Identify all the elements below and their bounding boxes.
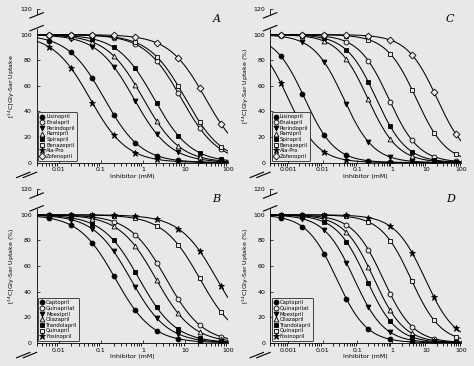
Bar bbox=[14, 15, 40, 28]
X-axis label: Inhibitor (mM): Inhibitor (mM) bbox=[110, 354, 155, 359]
Bar bbox=[17, 171, 30, 179]
Text: C: C bbox=[446, 14, 455, 23]
Legend: Lisinopril, Enalapril, Perindopril, Ramipril, Spirapril, Benazepril, Ala-Pro, Zo: Lisinopril, Enalapril, Perindopril, Rami… bbox=[38, 112, 77, 161]
Bar bbox=[250, 351, 264, 359]
Bar bbox=[14, 195, 40, 208]
X-axis label: Inhibitor (mM): Inhibitor (mM) bbox=[343, 174, 388, 179]
Y-axis label: $[^{14}$C$]$Gly-Sar Uptake (%): $[^{14}$C$]$Gly-Sar Uptake (%) bbox=[7, 228, 17, 304]
Bar bbox=[17, 351, 30, 359]
Legend: Lisinopril, Enalapril, Perindopril, Ramipril, Spirapril, Benazepril, Ala-Pro, Zo: Lisinopril, Enalapril, Perindopril, Rami… bbox=[272, 112, 310, 161]
Y-axis label: $[^{14}$C$]$Gly-Sar Uptake: $[^{14}$C$]$Gly-Sar Uptake bbox=[7, 54, 17, 118]
Text: D: D bbox=[446, 194, 455, 204]
Text: B: B bbox=[212, 194, 220, 204]
Y-axis label: $[^{14}$C$]$Gly-Sar Uptake (%): $[^{14}$C$]$Gly-Sar Uptake (%) bbox=[240, 48, 251, 124]
X-axis label: Inhibitor (mM): Inhibitor (mM) bbox=[110, 174, 155, 179]
Text: A: A bbox=[212, 14, 220, 23]
Bar bbox=[247, 15, 274, 28]
Bar bbox=[250, 171, 264, 179]
Y-axis label: $[^{14}$C$]$Gly-Sar Uptake (%): $[^{14}$C$]$Gly-Sar Uptake (%) bbox=[240, 228, 251, 304]
Legend: Captopril, Quinaprilat, Moexipril, Cilazapril, Trandolapril, Quinapril, Fosinopr: Captopril, Quinaprilat, Moexipril, Cilaz… bbox=[272, 298, 313, 341]
X-axis label: Inhibitor (mM): Inhibitor (mM) bbox=[343, 354, 388, 359]
Legend: Captopril, Quinaprilat, Moexipril, Cilazapril, Trandolapril, Quinapril, Fosinopr: Captopril, Quinaprilat, Moexipril, Cilaz… bbox=[38, 298, 80, 341]
Bar bbox=[247, 195, 274, 208]
